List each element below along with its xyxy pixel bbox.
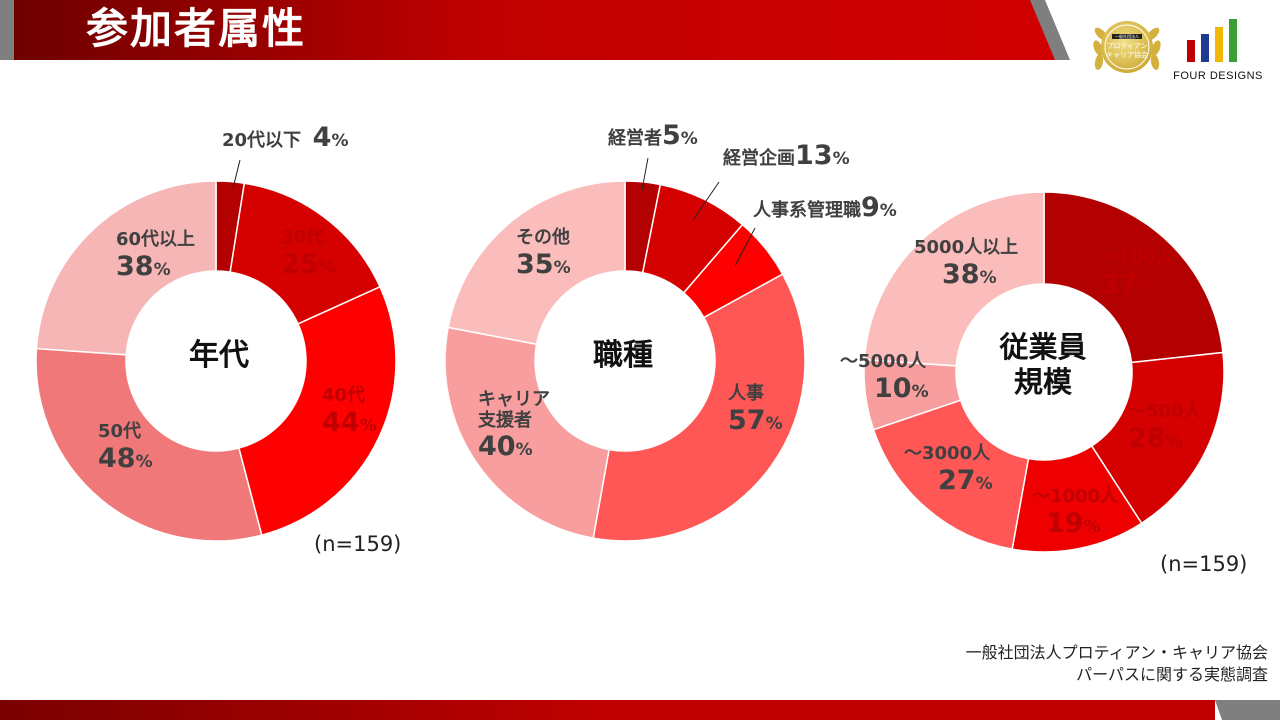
- donut-slice-age-3: [35, 347, 263, 542]
- chart-center-label-age: 年代: [189, 338, 249, 373]
- label-under-500: ～500人 28%: [1128, 401, 1202, 454]
- donut-slice-company-size-1: [1090, 351, 1225, 525]
- footer-band: [0, 700, 1280, 720]
- svg-text:プロティアン: プロティアン: [1106, 42, 1147, 50]
- label-5000-plus: 5000人以上 38%: [914, 237, 1019, 290]
- leader-line-20s: [232, 159, 241, 189]
- chart-center-label-occupation: 職種: [593, 338, 653, 373]
- sample-size-note-age: (n=159): [314, 532, 402, 556]
- sample-size-note-company-size: (n=159): [1160, 552, 1248, 576]
- source-line-1: 一般社団法人プロティアン・キャリア協会: [965, 643, 1268, 662]
- label-30s: 30代 25%: [281, 227, 336, 280]
- label-50s: 50代 48%: [98, 421, 153, 474]
- donut-slice-occupation-3: [592, 273, 806, 542]
- four-designs-logo: [1165, 14, 1271, 86]
- source-line-2: パーパスに関する実態調査: [1076, 664, 1268, 684]
- svg-text:一般社団法人: 一般社団法人: [1115, 33, 1139, 39]
- label-other: その他 35%: [516, 227, 571, 280]
- four-designs-wordmark: FOUR DESIGNS: [1173, 70, 1263, 82]
- donut-slice-occupation-5: [447, 180, 626, 346]
- leader-line-hr-manager: [734, 227, 756, 267]
- association-seal-logo: 一般社団法人 プロティアン キャリア協会: [1088, 10, 1166, 84]
- label-hr: 人事 57%: [728, 383, 783, 436]
- page-title: 参加者属性: [86, 4, 307, 53]
- donut-slice-company-size-3: [872, 399, 1030, 551]
- label-20s: 20代以下 4%: [222, 122, 349, 153]
- label-60s-plus: 60代以上 38%: [116, 229, 196, 282]
- label-career-supporter: キャリア 支援者 40%: [478, 389, 550, 463]
- header-band: [0, 0, 1080, 60]
- label-40s: 40代 44%: [322, 385, 377, 438]
- label-corporate-planning: 経営企画13%: [723, 140, 850, 171]
- donut-slice-company-size-0: [1043, 191, 1224, 364]
- leader-line-executive: [641, 157, 649, 191]
- source-citation: 一般社団法人プロティアン・キャリア協会 パーパスに関する実態調査: [966, 642, 1268, 685]
- donut-slice-age-2: [237, 285, 397, 537]
- chart-center-label-company-size: 従業員 規模: [999, 330, 1087, 399]
- leader-line-planning: [692, 181, 720, 221]
- label-under-3000: ～3000人 27%: [904, 443, 993, 496]
- label-hr-manager: 人事系管理職9%: [753, 192, 897, 223]
- label-under-100: ～100人 37%: [1100, 247, 1174, 300]
- donut-slice-occupation-4: [444, 326, 610, 540]
- label-executive: 経営者5%: [608, 120, 698, 151]
- donut-slice-company-size-5: [863, 191, 1045, 367]
- label-under-1000: ～1000人 19%: [1032, 486, 1119, 539]
- donut-slice-age-4: [35, 180, 217, 356]
- label-under-5000: ～5000人 10%: [840, 351, 929, 404]
- svg-text:キャリア協会: キャリア協会: [1106, 50, 1148, 59]
